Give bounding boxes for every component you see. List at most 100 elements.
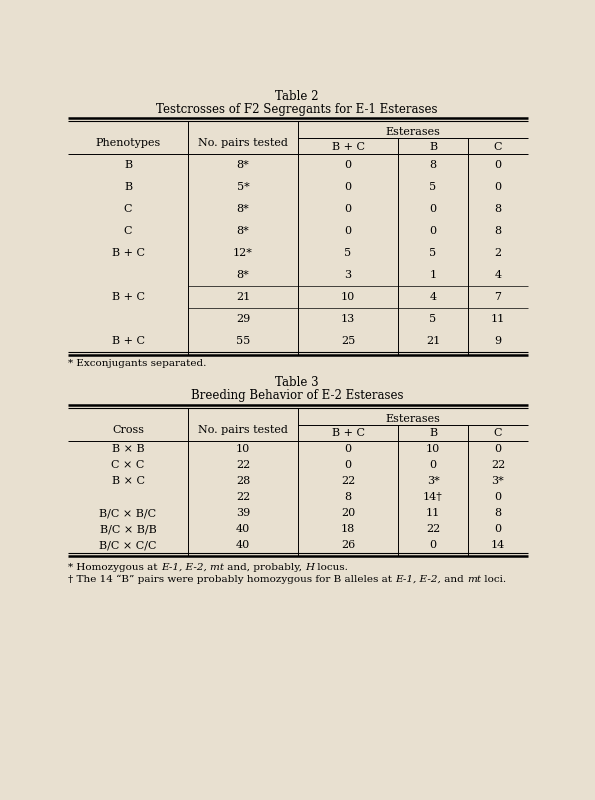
Text: 4: 4 bbox=[494, 270, 502, 280]
Text: 8: 8 bbox=[494, 508, 502, 518]
Text: C: C bbox=[124, 204, 132, 214]
Text: 8*: 8* bbox=[237, 226, 249, 236]
Text: B × C: B × C bbox=[111, 476, 145, 486]
Text: 0: 0 bbox=[430, 540, 437, 550]
Text: B + C: B + C bbox=[111, 336, 145, 346]
Text: 25: 25 bbox=[341, 336, 355, 346]
Text: and: and bbox=[441, 574, 467, 583]
Text: 8*: 8* bbox=[237, 204, 249, 214]
Text: 26: 26 bbox=[341, 540, 355, 550]
Text: 22: 22 bbox=[426, 524, 440, 534]
Text: 0: 0 bbox=[494, 524, 502, 534]
Text: 0: 0 bbox=[494, 182, 502, 192]
Text: 11: 11 bbox=[491, 314, 505, 324]
Text: loci.: loci. bbox=[481, 574, 506, 583]
Text: E-1, E-2, mt: E-1, E-2, mt bbox=[161, 562, 224, 571]
Text: 5: 5 bbox=[430, 314, 437, 324]
Text: C × C: C × C bbox=[111, 460, 145, 470]
Text: 5: 5 bbox=[430, 248, 437, 258]
Text: 22: 22 bbox=[236, 492, 250, 502]
Text: 0: 0 bbox=[494, 492, 502, 502]
Text: 22: 22 bbox=[341, 476, 355, 486]
Text: B + C: B + C bbox=[331, 142, 365, 152]
Text: 0: 0 bbox=[430, 226, 437, 236]
Text: B + C: B + C bbox=[111, 248, 145, 258]
Text: 14: 14 bbox=[491, 540, 505, 550]
Text: and, probably,: and, probably, bbox=[224, 562, 305, 571]
Text: 40: 40 bbox=[236, 524, 250, 534]
Text: 2: 2 bbox=[494, 248, 502, 258]
Text: 13: 13 bbox=[341, 314, 355, 324]
Text: B + C: B + C bbox=[331, 428, 365, 438]
Text: 22: 22 bbox=[491, 460, 505, 470]
Text: 10: 10 bbox=[341, 292, 355, 302]
Text: 3: 3 bbox=[345, 270, 352, 280]
Text: 3*: 3* bbox=[491, 476, 505, 486]
Text: 0: 0 bbox=[345, 204, 352, 214]
Text: 1: 1 bbox=[430, 270, 437, 280]
Text: 10: 10 bbox=[236, 444, 250, 454]
Text: B × B: B × B bbox=[112, 444, 145, 454]
Text: 0: 0 bbox=[430, 460, 437, 470]
Text: C: C bbox=[494, 428, 502, 438]
Text: 3*: 3* bbox=[427, 476, 439, 486]
Text: B: B bbox=[429, 142, 437, 152]
Text: 5*: 5* bbox=[237, 182, 249, 192]
Text: 0: 0 bbox=[345, 160, 352, 170]
Text: 10: 10 bbox=[426, 444, 440, 454]
Text: 12*: 12* bbox=[233, 248, 253, 258]
Text: B: B bbox=[124, 182, 132, 192]
Text: C: C bbox=[124, 226, 132, 236]
Text: 18: 18 bbox=[341, 524, 355, 534]
Text: locus.: locus. bbox=[314, 562, 348, 571]
Text: 0: 0 bbox=[494, 160, 502, 170]
Text: 0: 0 bbox=[345, 182, 352, 192]
Text: 7: 7 bbox=[494, 292, 502, 302]
Text: 5: 5 bbox=[430, 182, 437, 192]
Text: 0: 0 bbox=[345, 226, 352, 236]
Text: Cross: Cross bbox=[112, 425, 144, 435]
Text: † The 14 “B” pairs were probably homozygous for B alleles at: † The 14 “B” pairs were probably homozyg… bbox=[68, 574, 395, 584]
Text: * Exconjugants separated.: * Exconjugants separated. bbox=[68, 359, 206, 369]
Text: B/C × B/C: B/C × B/C bbox=[99, 508, 156, 518]
Text: Testcrosses of F2 Segregants for E-1 Esterases: Testcrosses of F2 Segregants for E-1 Est… bbox=[156, 103, 438, 117]
Text: 11: 11 bbox=[426, 508, 440, 518]
Text: mt: mt bbox=[467, 574, 481, 583]
Text: 22: 22 bbox=[236, 460, 250, 470]
Text: Table 2: Table 2 bbox=[275, 90, 319, 103]
Text: 21: 21 bbox=[236, 292, 250, 302]
Text: B: B bbox=[124, 160, 132, 170]
Text: No. pairs tested: No. pairs tested bbox=[198, 138, 288, 148]
Text: Esterases: Esterases bbox=[386, 414, 440, 424]
Text: 55: 55 bbox=[236, 336, 250, 346]
Text: 8: 8 bbox=[345, 492, 352, 502]
Text: 21: 21 bbox=[426, 336, 440, 346]
Text: 0: 0 bbox=[345, 460, 352, 470]
Text: Table 3: Table 3 bbox=[275, 375, 319, 389]
Text: 9: 9 bbox=[494, 336, 502, 346]
Text: Breeding Behavior of E-2 Esterases: Breeding Behavior of E-2 Esterases bbox=[191, 389, 403, 402]
Text: B: B bbox=[429, 428, 437, 438]
Text: 8*: 8* bbox=[237, 160, 249, 170]
Text: C: C bbox=[494, 142, 502, 152]
Text: 0: 0 bbox=[345, 444, 352, 454]
Text: 0: 0 bbox=[494, 444, 502, 454]
Text: H: H bbox=[305, 562, 314, 571]
Text: No. pairs tested: No. pairs tested bbox=[198, 425, 288, 435]
Text: 8: 8 bbox=[430, 160, 437, 170]
Text: Phenotypes: Phenotypes bbox=[95, 138, 161, 148]
Text: B/C × C/C: B/C × C/C bbox=[99, 540, 156, 550]
Text: B + C: B + C bbox=[111, 292, 145, 302]
Text: Esterases: Esterases bbox=[386, 127, 440, 137]
Text: 20: 20 bbox=[341, 508, 355, 518]
Text: * Homozygous at: * Homozygous at bbox=[68, 562, 161, 571]
Text: 28: 28 bbox=[236, 476, 250, 486]
Text: E-1, E-2,: E-1, E-2, bbox=[395, 574, 441, 583]
Text: 39: 39 bbox=[236, 508, 250, 518]
Text: 8: 8 bbox=[494, 204, 502, 214]
Text: B/C × B/B: B/C × B/B bbox=[99, 524, 156, 534]
Text: 5: 5 bbox=[345, 248, 352, 258]
Text: 14†: 14† bbox=[423, 492, 443, 502]
Text: 40: 40 bbox=[236, 540, 250, 550]
Text: 0: 0 bbox=[430, 204, 437, 214]
